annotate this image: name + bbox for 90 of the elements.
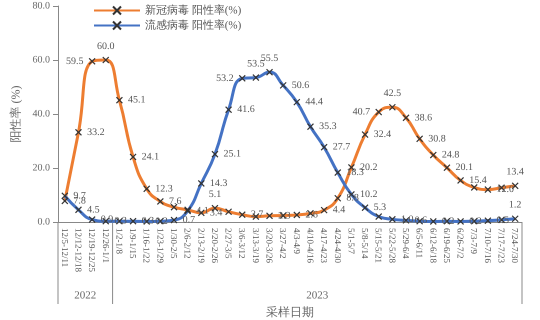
x-tick-label: 1/2-1/8 [114,228,124,254]
x-tick-label: 5/1-5/7 [346,228,356,254]
x-tick-label: 6/12-6/18 [428,228,438,264]
data-label: 5.3 [374,202,386,214]
data-label: 15.4 [469,174,487,186]
data-label: 0.2 [155,216,168,227]
data-label: 45.1 [128,94,146,106]
x-tick-label: 5/15-5/21 [374,228,384,263]
x-tick-label: 3/6-3/12 [237,228,248,258]
x-tick-label: 5/8-5/14 [360,228,370,259]
y-tick-label: 40.0 [32,108,50,120]
data-label: 0.3 [114,216,127,227]
data-label: 41.6 [237,104,255,116]
x-tick-label: 7/17-7/23 [496,228,507,264]
x-tick-label: 4/3-4/9 [292,228,302,254]
data-label: 24.1 [142,151,160,162]
x-tick-label: 2/13-2/19 [196,228,206,264]
x-tick-label: 7/3-7/9 [469,228,480,254]
legend-label: 新冠病毒 阳性率(%) [145,4,242,16]
y-tick-label: 20.0 [32,162,50,174]
x-tick-label: 7/10-7/16 [482,228,493,264]
y-tick-label: 60.0 [32,54,50,66]
data-label: 13.4 [506,166,524,178]
data-label: 27.7 [332,142,350,153]
data-label: 38.6 [414,112,432,124]
data-label: 25.1 [224,148,242,160]
text: 2022 [74,290,96,302]
x-tick-label: 4/10-4/16 [305,228,316,264]
data-label: 24.8 [442,150,460,161]
data-label: 0.9 [100,214,114,226]
y-axis-title: 阳性率 (%) [8,86,23,142]
data-label: 35.3 [319,121,337,132]
data-label: 42.5 [384,88,402,100]
x-tick-label: 1/9-1/15 [128,228,138,259]
x-tick-label: 6/5-6/11 [414,228,425,258]
data-label: 7.6 [168,196,182,207]
x-tick-label: 1/30-2/5 [169,228,179,259]
data-label: 10.2 [360,188,378,200]
x-tick-label: 12/12-12/18 [73,228,84,272]
x-axis-title: 采样日期 [266,305,314,319]
x-tick-label: 12/26-1/1 [100,228,111,263]
x-tick-label: 5/29-6/4 [401,228,411,259]
x-tick-label: 2/27-3/5 [224,228,234,259]
x-tick-label: 6/26-7/2 [456,228,466,258]
data-label: 4.5 [87,204,100,216]
data-label: 3.4 [210,207,222,218]
data-label: 4.4 [332,204,346,216]
data-label: 53.2 [216,72,234,84]
data-label: 2.3 [278,210,291,222]
x-tick-label: 1/23-1/29 [155,228,166,264]
x-tick-label: 4/17-4/23 [319,228,330,264]
data-label: 2.7 [250,209,264,220]
data-label: 40.7 [352,106,370,118]
data-label: 12.3 [155,183,173,194]
data-label: 0.2 [442,216,454,227]
data-label: 1.2 [508,200,522,211]
x-tick-label: 3/20-3/26 [264,228,275,264]
data-label: 30.8 [428,133,446,144]
data-label: 4.1 [196,205,209,216]
y-tick-label: 0.0 [38,216,50,228]
x-tick-label: 5/22-5/28 [387,228,398,264]
x-tick-label: 1/16-1/22 [142,228,152,263]
data-label: 53.5 [247,58,265,70]
x-tick-label: 7/24-7/30 [510,228,520,264]
data-label: 32.4 [374,129,392,140]
y-tick-label: 80.0 [32,0,50,12]
x-tick-label: 3/13-3/19 [250,228,261,264]
data-label: 59.5 [66,56,84,67]
legend-label: 流感病毒 阳性率(%) [145,18,242,32]
data-label: 20.1 [456,162,474,174]
x-tick-label: 4/24-4/30 [332,228,343,264]
text: 2023 [306,290,329,302]
x-tick-label: 12/19-12/25 [87,228,98,272]
x-tick-label: 12/5-12/11 [60,228,70,268]
data-label: 0.6 [414,214,428,226]
data-label: 0.5 [496,215,509,226]
data-label: 1.0 [400,214,414,225]
x-tick-label: 2/20-2/26 [210,228,220,264]
data-label: 0.3 [142,216,154,227]
data-label: 2.6 [305,209,318,220]
x-tick-label: 2/6-2/12 [182,228,193,258]
data-label: 60.0 [97,40,115,52]
x-tick-label: 6/19-6/25 [442,228,452,264]
data-label: 5.1 [208,189,222,200]
data-label: 33.2 [87,126,105,138]
data-label: 44.4 [305,96,323,108]
x-tick-label: 3/27-4/2 [278,228,288,258]
data-label: 14.3 [210,178,228,189]
data-label: 50.6 [292,80,310,91]
data-label: 0.2 [469,216,482,227]
